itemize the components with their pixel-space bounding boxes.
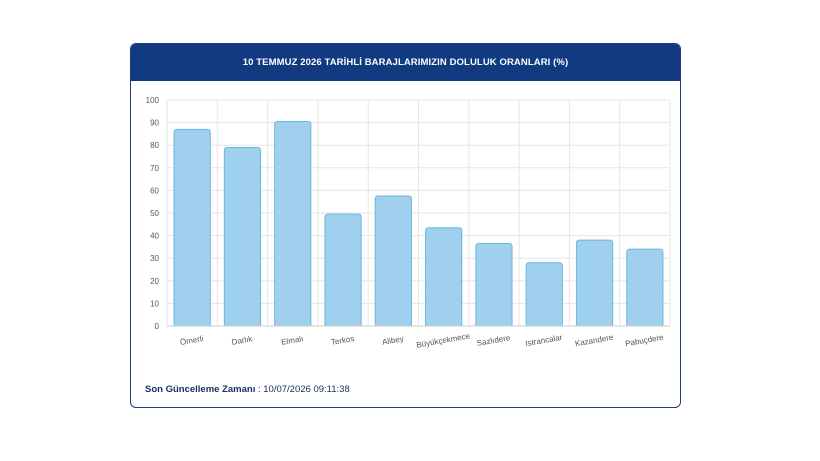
y-tick-label: 30	[150, 254, 159, 263]
y-tick-label: 10	[150, 299, 159, 308]
x-tick-label: Darlık	[231, 334, 254, 347]
bar	[223, 146, 262, 327]
y-tick-label: 50	[150, 209, 159, 218]
x-tick-label: Sazlıdere	[476, 333, 511, 348]
y-tick-label: 0	[155, 322, 160, 331]
x-tick-label: Terkos	[330, 334, 355, 347]
x-tick-label: Istrancalar	[525, 333, 564, 348]
x-tick-label: Kazandere	[574, 333, 614, 349]
bar	[274, 120, 312, 327]
y-tick-label: 80	[150, 141, 159, 150]
y-tick-label: 40	[150, 232, 159, 241]
last-update: Son Güncelleme Zamanı : 10/07/2026 09:11…	[145, 384, 350, 395]
chart-svg: 0 10 20 30 40 50 60 70 80 90 100 Ömerli Darlık Elmalı…	[146, 96, 671, 350]
bar	[374, 195, 412, 327]
dam-levels-card: 10 TEMMUZ 2026 TARİHLİ BARAJLARIMIZIN DO…	[130, 43, 681, 408]
x-tick-label: Büyükçekmece	[416, 331, 472, 349]
x-tick-label: Alibey	[381, 334, 404, 347]
y-tick-label: 90	[150, 119, 159, 128]
x-tick-label: Pabuçdere	[625, 333, 665, 349]
y-tick-label: 70	[150, 164, 159, 173]
bar	[475, 243, 513, 327]
bar-chart: 0 10 20 30 40 50 60 70 80 90 100 Ömerli Darlık Elmalı…	[131, 81, 680, 381]
y-tick-label: 20	[150, 277, 159, 286]
x-tick-label: Elmalı	[281, 334, 304, 347]
bar	[575, 239, 614, 327]
y-tick-label: 60	[150, 186, 159, 195]
x-tick-label: Ömerli	[179, 334, 204, 347]
bar	[173, 128, 211, 327]
last-update-value: 10/07/2026 09:11:38	[263, 384, 350, 395]
chart-title: 10 TEMMUZ 2026 TARİHLİ BARAJLARIMIZIN DO…	[131, 44, 680, 81]
last-update-label: Son Güncelleme Zamanı	[145, 384, 256, 395]
bar	[425, 227, 463, 327]
bar	[324, 213, 362, 327]
bar	[626, 248, 664, 327]
y-tick-label: 100	[146, 96, 160, 105]
last-update-separator: :	[255, 384, 264, 395]
bar	[525, 262, 563, 327]
